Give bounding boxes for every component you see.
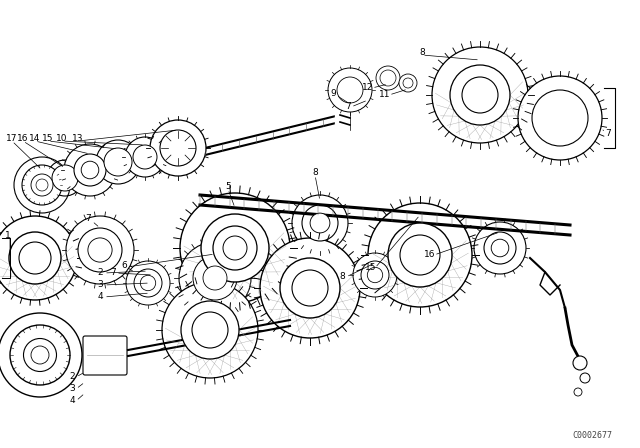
Circle shape	[181, 301, 239, 359]
Circle shape	[203, 266, 227, 290]
Text: 7: 7	[85, 214, 91, 223]
Circle shape	[450, 65, 510, 125]
Circle shape	[133, 145, 157, 169]
Circle shape	[532, 90, 588, 146]
Circle shape	[518, 76, 602, 160]
Circle shape	[14, 157, 70, 213]
Circle shape	[126, 261, 170, 305]
Circle shape	[24, 339, 56, 371]
Circle shape	[376, 66, 400, 90]
Circle shape	[328, 68, 372, 112]
Circle shape	[31, 346, 49, 364]
Circle shape	[10, 325, 70, 385]
Circle shape	[201, 214, 269, 282]
Circle shape	[213, 226, 257, 270]
Circle shape	[388, 223, 452, 287]
Circle shape	[484, 232, 516, 264]
Circle shape	[140, 276, 156, 291]
Text: 12: 12	[362, 82, 374, 91]
Circle shape	[88, 238, 112, 262]
Circle shape	[361, 261, 389, 289]
Text: 13: 13	[72, 134, 84, 142]
Text: 2: 2	[69, 371, 75, 380]
Circle shape	[367, 267, 383, 283]
Text: 8: 8	[339, 271, 345, 280]
Circle shape	[78, 228, 122, 272]
Text: 2: 2	[97, 267, 103, 276]
Circle shape	[74, 154, 106, 186]
Circle shape	[0, 216, 77, 300]
Text: 17: 17	[6, 134, 18, 142]
Text: 9: 9	[330, 89, 336, 98]
Text: 7: 7	[345, 102, 351, 111]
Circle shape	[162, 282, 258, 378]
Text: C0002677: C0002677	[572, 431, 612, 439]
Circle shape	[223, 236, 247, 260]
Circle shape	[368, 203, 472, 307]
Text: 5: 5	[225, 181, 231, 190]
Text: 3: 3	[97, 280, 103, 289]
Circle shape	[292, 195, 348, 251]
Circle shape	[573, 356, 587, 370]
Circle shape	[193, 256, 237, 300]
Circle shape	[0, 313, 82, 397]
Circle shape	[22, 165, 62, 205]
Circle shape	[66, 216, 134, 284]
Circle shape	[310, 213, 330, 233]
Circle shape	[19, 242, 51, 274]
Circle shape	[280, 258, 340, 318]
Text: 14: 14	[29, 134, 41, 142]
Circle shape	[9, 232, 61, 284]
Text: 10: 10	[56, 134, 68, 142]
Text: 6: 6	[121, 260, 127, 270]
Text: 1: 1	[5, 231, 11, 240]
Text: 4: 4	[69, 396, 75, 405]
Circle shape	[96, 140, 140, 184]
Text: 16: 16	[424, 250, 436, 258]
Text: 11: 11	[380, 90, 391, 99]
Circle shape	[260, 238, 360, 338]
Text: 16: 16	[17, 134, 29, 142]
Circle shape	[81, 161, 99, 179]
Text: 8: 8	[312, 168, 318, 177]
Circle shape	[380, 70, 396, 86]
Circle shape	[179, 242, 251, 314]
Circle shape	[580, 373, 590, 383]
Text: 7: 7	[605, 129, 611, 138]
Circle shape	[353, 253, 397, 297]
Circle shape	[180, 193, 290, 303]
Text: 8: 8	[419, 47, 425, 56]
Circle shape	[574, 388, 582, 396]
Circle shape	[292, 270, 328, 306]
Circle shape	[400, 235, 440, 275]
Circle shape	[160, 130, 196, 166]
Text: 15: 15	[365, 263, 377, 271]
Circle shape	[492, 239, 509, 257]
Circle shape	[64, 144, 116, 196]
Circle shape	[31, 174, 53, 196]
Text: 4: 4	[97, 292, 103, 301]
Polygon shape	[335, 112, 345, 125]
FancyBboxPatch shape	[83, 336, 127, 375]
Text: 7: 7	[110, 267, 116, 276]
Circle shape	[337, 77, 363, 103]
Circle shape	[474, 222, 526, 274]
Circle shape	[432, 47, 528, 143]
Circle shape	[36, 179, 48, 191]
Text: 3: 3	[69, 383, 75, 392]
Circle shape	[462, 77, 498, 113]
Circle shape	[104, 148, 132, 176]
Text: 15: 15	[42, 134, 54, 142]
Circle shape	[125, 137, 165, 177]
Circle shape	[192, 312, 228, 348]
Circle shape	[150, 120, 206, 176]
Circle shape	[399, 74, 417, 92]
Circle shape	[302, 205, 338, 241]
Circle shape	[52, 165, 78, 191]
Circle shape	[403, 78, 413, 88]
Circle shape	[134, 269, 162, 297]
